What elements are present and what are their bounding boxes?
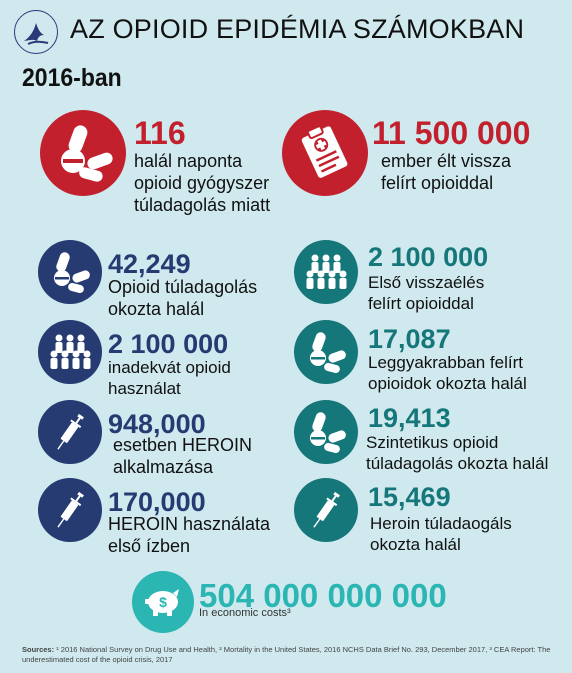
stat-description: Leggyakrabban felírt opioidok okozta hal… xyxy=(368,352,527,394)
svg-text:$: $ xyxy=(159,594,167,610)
sources-label: Sources: xyxy=(22,645,55,654)
stat-value: 116 xyxy=(134,115,186,151)
economic-cost-label: In economic costs³ xyxy=(199,607,291,619)
stat-description-line: okozta halál xyxy=(370,535,461,554)
stat-value: 2 100 000 xyxy=(368,242,489,272)
syringe-icon xyxy=(38,400,102,464)
sources-footnote: Sources: ¹ 2016 National Survey on Drug … xyxy=(22,645,552,665)
stat-value: 948,000 xyxy=(108,409,206,439)
page-title: AZ OPIOID EPIDÉMIA SZÁMOKBAN xyxy=(70,14,525,44)
stat-description-line: opioid gyógyszer xyxy=(134,173,270,193)
stat-description: Opioid túladagolás okozta halál xyxy=(108,276,257,320)
stat-description-line: halál naponta xyxy=(134,151,243,171)
stat-value: 19,413 xyxy=(368,403,451,433)
stat-value: 15,469 xyxy=(368,482,451,512)
stat-description-line: Heroin túladaogáls xyxy=(370,514,512,533)
stat-description-line: okozta halál xyxy=(108,299,205,319)
stat-value: 2 100 000 xyxy=(108,329,229,359)
stat-description-line: esetben HEROIN xyxy=(113,435,253,455)
stat-description-line: Szintetikus opioid xyxy=(366,433,499,452)
pills-icon xyxy=(294,320,358,384)
pills-icon xyxy=(294,400,358,464)
hhs-logo xyxy=(14,10,58,54)
stat-value: 42,249 xyxy=(108,249,191,279)
year-label: 2016-ban xyxy=(22,64,122,92)
stat-description-line: Opioid túladagolás xyxy=(108,277,258,297)
stat-description-line: túladagolás miatt xyxy=(134,195,271,215)
stat-description: HEROIN használata első ízben xyxy=(108,513,270,557)
stat-description-line: HEROIN használata xyxy=(108,514,271,534)
piggy-bank-dollar-icon: $ xyxy=(132,571,194,633)
stat-value: 11 500 000 xyxy=(372,115,531,151)
stat-description-line: használat xyxy=(108,379,181,398)
pills-icon xyxy=(40,110,126,196)
economic-cost-value: 504 000 000 000 xyxy=(199,577,447,614)
stat-value: 17,087 xyxy=(368,324,451,354)
stat-description-line: inadekvát opioid xyxy=(108,358,231,377)
stat-description: esetben HEROIN alkalmazása xyxy=(113,434,252,478)
stat-description: ember élt vissza felírt opioiddal xyxy=(381,150,511,194)
pills-icon xyxy=(38,240,102,304)
stat-description-line: opioidok okozta halál xyxy=(368,374,527,393)
stat-description-line: Leggyakrabban felírt xyxy=(368,353,523,372)
stat-description-line: felírt opioiddal xyxy=(368,294,474,313)
stat-description-line: első ízben xyxy=(108,536,191,556)
syringe-icon xyxy=(38,478,102,542)
stat-description: inadekvát opioid használat xyxy=(108,357,231,399)
people-group-icon xyxy=(38,320,102,384)
stat-description-line: túladagolás okozta halál xyxy=(366,454,549,473)
stat-description-line: ember élt vissza xyxy=(381,151,512,171)
people-group-icon xyxy=(294,240,358,304)
sources-text: ¹ 2016 National Survey on Drug Use and H… xyxy=(22,645,551,664)
hhs-eagle-icon xyxy=(24,23,49,45)
stat-description-line: alkalmazása xyxy=(113,457,214,477)
stat-description: Első visszaélés felírt opioiddal xyxy=(368,272,484,314)
stat-description: Heroin túladaogáls okozta halál xyxy=(370,513,512,555)
stat-description-line: Első visszaélés xyxy=(368,273,485,292)
stat-value: 170,000 xyxy=(108,487,206,517)
stat-description-line: felírt opioiddal xyxy=(381,173,494,193)
prescription-clipboard-icon xyxy=(282,110,368,196)
syringe-icon xyxy=(294,478,358,542)
stat-description: Szintetikus opioid túladagolás okozta ha… xyxy=(366,432,548,474)
stat-description: halál naponta opioid gyógyszer túladagol… xyxy=(134,150,270,216)
